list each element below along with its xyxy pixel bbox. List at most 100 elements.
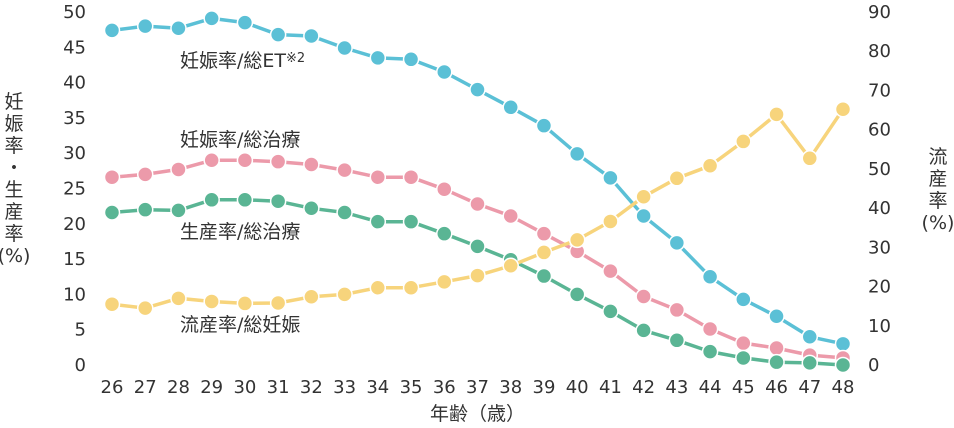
series-label: 妊娠率/総治療 xyxy=(180,129,300,151)
data-point xyxy=(535,244,553,261)
data-point xyxy=(834,356,852,374)
data-point xyxy=(136,166,154,183)
left-axis-title-char: ・ xyxy=(4,157,23,179)
series-label: 妊娠率/総ET※2 xyxy=(180,50,305,72)
left-tick-label: 40 xyxy=(63,73,86,94)
data-point xyxy=(436,225,453,242)
x-axis-title: 年齢（歳） xyxy=(430,403,525,425)
x-tick-label: 27 xyxy=(134,377,157,398)
data-point xyxy=(768,106,785,123)
x-tick-label: 39 xyxy=(533,377,556,398)
data-point xyxy=(236,295,254,312)
left-tick-label: 30 xyxy=(63,143,86,164)
left-axis-title-char: 率 xyxy=(4,135,23,157)
x-tick-label: 37 xyxy=(466,377,489,398)
series-3 xyxy=(103,191,852,374)
data-point xyxy=(236,14,254,31)
series-1 xyxy=(103,10,852,353)
data-point xyxy=(635,322,652,339)
x-tick-label: 44 xyxy=(699,377,722,398)
data-point xyxy=(535,225,553,242)
data-point xyxy=(136,201,154,218)
x-tick-label: 32 xyxy=(300,377,323,398)
x-tick-label: 45 xyxy=(732,377,755,398)
x-tick-label: 26 xyxy=(101,377,124,398)
x-tick-label: 40 xyxy=(566,377,589,398)
data-point xyxy=(402,279,420,296)
left-tick-label: 15 xyxy=(63,249,86,270)
data-point xyxy=(103,22,121,39)
data-point xyxy=(269,26,287,43)
data-point xyxy=(170,161,187,178)
series-4 xyxy=(103,101,852,317)
data-point xyxy=(436,63,453,81)
data-point xyxy=(801,328,819,346)
right-axis-title-char: 産 xyxy=(928,168,947,190)
data-point xyxy=(502,257,519,275)
data-point xyxy=(436,180,453,198)
data-point xyxy=(701,157,719,175)
data-point xyxy=(668,170,686,187)
data-point xyxy=(602,262,619,280)
x-tick-label: 41 xyxy=(599,377,622,398)
data-point xyxy=(303,156,320,173)
right-tick-label: 60 xyxy=(868,120,891,141)
data-point xyxy=(668,301,686,319)
left-tick-label: 10 xyxy=(63,284,86,305)
right-tick-label: 30 xyxy=(868,237,891,258)
right-axis-title-char: 流 xyxy=(928,146,947,168)
left-tick-label: 35 xyxy=(63,108,86,129)
data-point xyxy=(469,81,486,98)
data-point xyxy=(336,39,353,57)
data-point xyxy=(635,188,652,205)
right-tick-label: 0 xyxy=(868,355,879,376)
series-label: 生産率/総治療 xyxy=(180,221,300,243)
x-tick-label: 31 xyxy=(267,377,290,398)
left-tick-label: 45 xyxy=(63,37,86,58)
x-tick-label: 46 xyxy=(765,377,788,398)
data-point xyxy=(103,295,121,313)
left-axis-title-char: 率 xyxy=(4,223,23,245)
data-point xyxy=(635,207,652,225)
data-point xyxy=(303,27,320,45)
data-point xyxy=(369,168,387,186)
data-point xyxy=(103,168,121,186)
data-point xyxy=(469,195,486,213)
data-point xyxy=(568,145,586,163)
data-point xyxy=(136,17,154,35)
data-point xyxy=(136,299,154,317)
data-point xyxy=(203,152,220,169)
x-tick-label: 38 xyxy=(499,377,522,398)
right-tick-label: 70 xyxy=(868,80,891,101)
right-tick-label: 50 xyxy=(868,159,891,180)
data-point xyxy=(768,353,785,371)
data-point xyxy=(436,273,453,291)
data-point xyxy=(834,335,852,353)
x-tick-label: 47 xyxy=(798,377,821,398)
data-point xyxy=(303,200,320,217)
data-point xyxy=(203,293,220,310)
data-point xyxy=(535,117,553,134)
right-axis-title-char: 率 xyxy=(928,190,947,212)
data-point xyxy=(269,294,287,312)
right-tick-label: 40 xyxy=(868,198,891,219)
left-axis-title-char: 生 xyxy=(4,179,23,201)
left-axis-title-char: (%) xyxy=(0,245,30,267)
right-axis-title-char: (%) xyxy=(922,212,954,234)
data-point xyxy=(369,49,387,67)
left-axis-title-char: 産 xyxy=(4,201,23,223)
left-tick-label: 50 xyxy=(63,2,86,23)
x-axis: 26 27 28 29 30 31 32 33 34 35 36 37 38 39 40 41 42 43 44 45… xyxy=(101,377,855,398)
left-axis-title-char: 娠 xyxy=(4,113,23,135)
data-point xyxy=(568,231,586,249)
data-point xyxy=(236,191,254,209)
left-y-axis-title: 妊娠率・生産率(%) xyxy=(0,91,30,267)
right-tick-label: 80 xyxy=(868,41,891,62)
left-axis-title-char: 妊 xyxy=(4,91,23,113)
data-point xyxy=(602,169,619,187)
data-point xyxy=(336,161,353,179)
data-point xyxy=(768,339,785,357)
data-point xyxy=(635,288,652,305)
